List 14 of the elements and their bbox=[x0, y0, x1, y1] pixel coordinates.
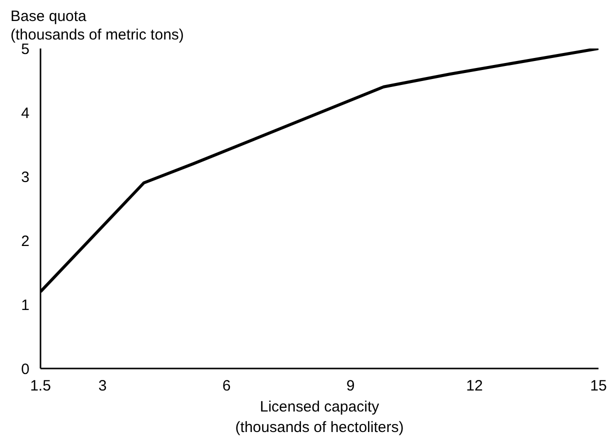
x-tick-label: 6 bbox=[222, 378, 231, 394]
x-tick-label: 12 bbox=[466, 378, 483, 394]
y-axis-title: Base quota (thousands of metric tons) bbox=[10, 8, 184, 44]
y-tick-label: 4 bbox=[21, 105, 30, 122]
x-tick-label: 15 bbox=[590, 378, 607, 394]
y-tick-label: 0 bbox=[21, 361, 30, 378]
x-axis-title: Licensed capacity (thousands of hectoliters) bbox=[235, 398, 404, 436]
x-tick-label: 9 bbox=[346, 378, 355, 394]
x-tick-label: 3 bbox=[98, 378, 107, 394]
x-tick-label: 1.5 bbox=[30, 378, 51, 394]
y-tick-label: 1 bbox=[21, 297, 30, 314]
y-tick-label: 3 bbox=[21, 169, 30, 186]
y-tick-label: 2 bbox=[21, 233, 30, 250]
y-tick-label: 5 bbox=[21, 41, 30, 58]
